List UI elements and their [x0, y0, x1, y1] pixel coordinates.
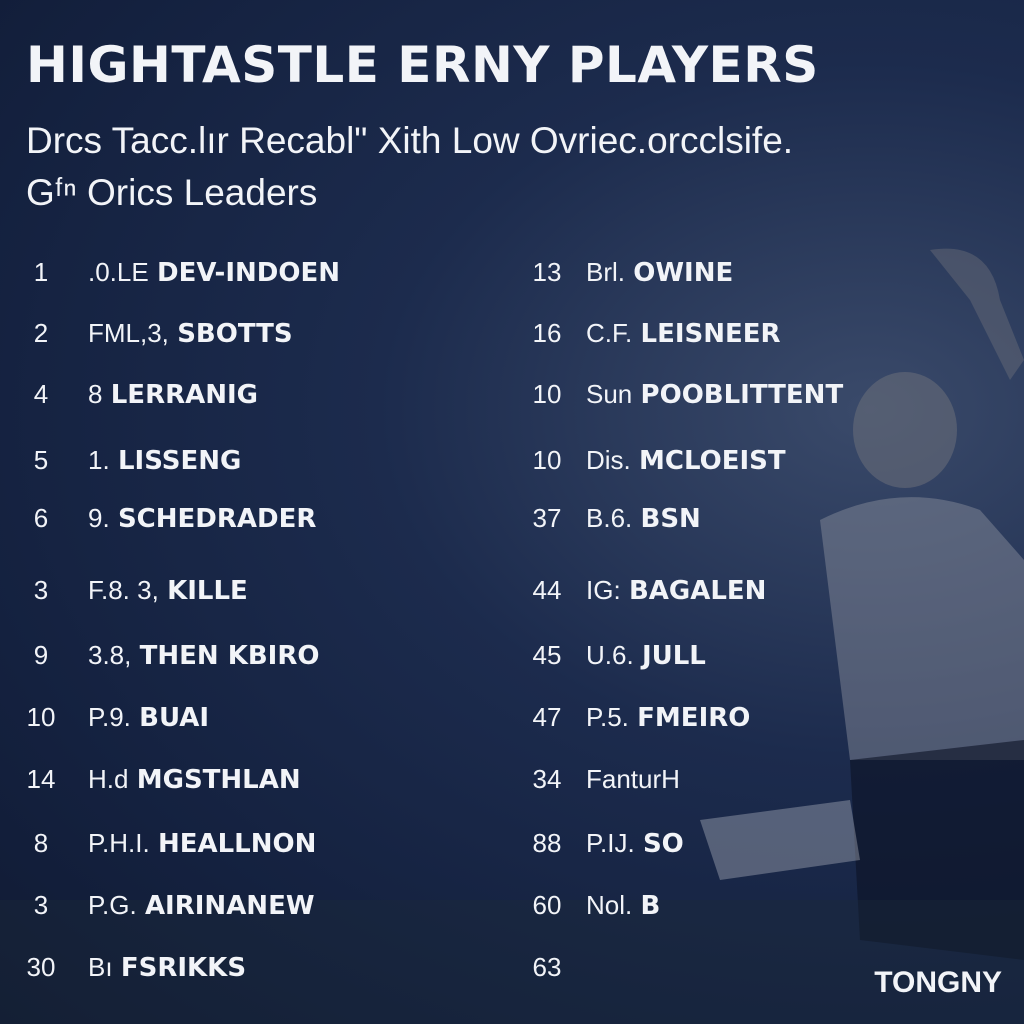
rank: 9 [33, 640, 49, 670]
player-prefix: U.6. [586, 640, 634, 670]
player-name: BAGALEN [628, 576, 767, 606]
player-entry: Bı FSRIKKS [88, 952, 246, 983]
rank: 10 [532, 379, 562, 409]
player-prefix: P.9. [88, 702, 131, 732]
player-prefix: Nol. [586, 890, 633, 920]
player-prefix: 1. [88, 445, 110, 475]
rank: 1 [33, 257, 49, 287]
player-prefix: 3.8, [88, 640, 132, 670]
player-entry: IG: BAGALEN [586, 575, 766, 606]
subtitle: Drcs Tacc.lır Recabl" Xith Low Ovriec.or… [26, 120, 794, 161]
player-entry: 9. SCHEDRADER [88, 503, 316, 534]
player-name: FMEIRO [637, 703, 751, 733]
rank: 30 [26, 952, 56, 982]
player-entry: C.F. LEISNEER [586, 318, 781, 349]
player-entry: P.5. FMEIRO [586, 702, 750, 733]
rank: 37 [532, 503, 562, 533]
rank: 60 [532, 890, 562, 920]
player-name: SBOTTS [177, 319, 293, 349]
subtitle: Gᶠⁿ Orics Leaders [26, 172, 318, 213]
player-name: B [640, 891, 661, 921]
rank: 88 [532, 828, 562, 858]
player-prefix: Dis. [586, 445, 631, 475]
player-name: LISSENG [117, 446, 242, 476]
player-entry: B.6. BSN [586, 503, 701, 534]
player-name: MGSTHLAN [136, 765, 301, 795]
rank: 4 [33, 379, 49, 409]
player-prefix: B.6. [586, 503, 633, 533]
player-prefix: Bı [88, 952, 113, 982]
rank: 10 [532, 445, 562, 475]
player-name: POOBLITTENT [640, 380, 844, 410]
player-name: FSRIKKS [120, 953, 247, 983]
player-entry: U.6. JULL [586, 640, 706, 671]
logo: TONGNY [874, 966, 1002, 999]
player-entry: Sun POOBLITTENT [586, 379, 843, 410]
player-entry: P.H.I. HEALLNON [88, 828, 316, 859]
player-entry: FanturH [586, 764, 680, 795]
player-entry: .0.LE DEV-INDOEN [88, 257, 340, 288]
player-entry: P.G. AIRINANEW [88, 890, 315, 921]
rank: 47 [532, 702, 562, 732]
rank: 3 [33, 890, 49, 920]
player-name: SCHEDRADER [117, 504, 317, 534]
player-name: MCLOEIST [639, 446, 786, 476]
player-name: BSN [640, 504, 701, 534]
player-name: LERRANIG [110, 380, 258, 410]
player-name: KILLE [167, 576, 248, 606]
rank: 16 [532, 318, 562, 348]
rank: 34 [532, 764, 562, 794]
player-entry: F.8. 3, KILLE [88, 575, 248, 606]
player-entry: P.9. BUAI [88, 702, 209, 733]
player-entry: H.d MGSTHLAN [88, 764, 301, 795]
player-name: OWINE [633, 258, 734, 288]
player-entry: Nol. B [586, 890, 660, 921]
player-name: JULL [641, 641, 706, 671]
rank: 6 [33, 503, 49, 533]
player-entry: FML,3, SBOTTS [88, 318, 293, 349]
player-prefix: IG: [586, 575, 621, 605]
player-entry: Dis. MCLOEIST [586, 445, 786, 476]
player-entry: 8 LERRANIG [88, 379, 258, 410]
rank: 8 [33, 828, 49, 858]
player-entry: Brl. OWINE [586, 257, 733, 288]
rank: 63 [532, 952, 562, 982]
player-entry: 3.8, THEN KBIRO [88, 640, 319, 671]
title: HIGHTASTLE ERNY PLAYERS [26, 36, 819, 94]
rank: 2 [33, 318, 49, 348]
player-entry: P.IJ. SO [586, 828, 684, 859]
player-name: THEN KBIRO [139, 641, 320, 671]
player-entry: 1. LISSENG [88, 445, 241, 476]
player-name: AIRINANEW [144, 891, 315, 921]
rank: 3 [33, 575, 49, 605]
rank: 44 [532, 575, 562, 605]
player-prefix: P.5. [586, 702, 629, 732]
player-name: BUAI [139, 703, 210, 733]
rank: 13 [532, 257, 562, 287]
rank: 45 [532, 640, 562, 670]
player-name: SO [642, 829, 684, 859]
player-prefix: Brl. [586, 257, 625, 287]
player-prefix: FanturH [586, 764, 680, 794]
player-name: LEISNEER [640, 319, 781, 349]
player-prefix: 8 [88, 379, 103, 409]
player-prefix: FML,3, [88, 318, 169, 348]
player-prefix: P.G. [88, 890, 137, 920]
player-name: DEV-INDOEN [156, 258, 340, 288]
player-prefix: F.8. 3, [88, 575, 159, 605]
player-prefix: C.F. [586, 318, 633, 348]
player-prefix: .0.LE [88, 257, 149, 287]
player-prefix: P.IJ. [586, 828, 635, 858]
player-prefix: P.H.I. [88, 828, 150, 858]
rank: 5 [33, 445, 49, 475]
player-prefix: H.d [88, 764, 129, 794]
player-name: HEALLNON [157, 829, 317, 859]
player-prefix: Sun [586, 379, 633, 409]
rank: 10 [26, 702, 56, 732]
player-prefix: 9. [88, 503, 110, 533]
rank: 14 [26, 764, 56, 794]
